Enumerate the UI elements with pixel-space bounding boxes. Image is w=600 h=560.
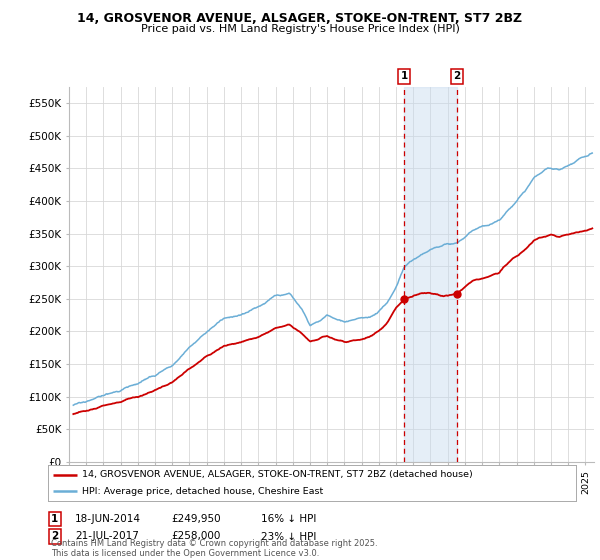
Text: £258,000: £258,000: [171, 531, 220, 542]
Text: 2: 2: [454, 71, 461, 81]
Text: 16% ↓ HPI: 16% ↓ HPI: [261, 514, 316, 524]
Text: 2: 2: [51, 531, 58, 542]
Bar: [404, 87, 457, 462]
Text: £249,950: £249,950: [171, 514, 221, 524]
Text: 14, GROSVENOR AVENUE, ALSAGER, STOKE-ON-TRENT, ST7 2BZ (detached house): 14, GROSVENOR AVENUE, ALSAGER, STOKE-ON-…: [82, 470, 473, 479]
Text: Contains HM Land Registry data © Crown copyright and database right 2025.
This d: Contains HM Land Registry data © Crown c…: [51, 539, 377, 558]
Text: 1: 1: [400, 71, 407, 81]
Text: 23% ↓ HPI: 23% ↓ HPI: [261, 531, 316, 542]
Text: HPI: Average price, detached house, Cheshire East: HPI: Average price, detached house, Ches…: [82, 487, 323, 496]
Text: 1: 1: [51, 514, 58, 524]
Text: 14, GROSVENOR AVENUE, ALSAGER, STOKE-ON-TRENT, ST7 2BZ: 14, GROSVENOR AVENUE, ALSAGER, STOKE-ON-…: [77, 12, 523, 25]
Text: 21-JUL-2017: 21-JUL-2017: [75, 531, 139, 542]
Text: Price paid vs. HM Land Registry's House Price Index (HPI): Price paid vs. HM Land Registry's House …: [140, 24, 460, 34]
Text: 18-JUN-2014: 18-JUN-2014: [75, 514, 141, 524]
